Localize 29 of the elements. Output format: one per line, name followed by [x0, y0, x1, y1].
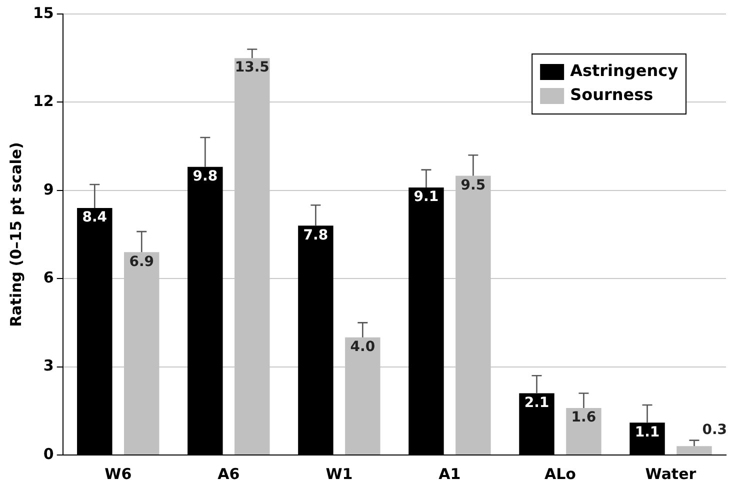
data-label: 0.3 — [702, 422, 728, 438]
data-label: 1.6 — [571, 410, 596, 426]
data-label: 9.1 — [414, 189, 439, 206]
data-label: 9.5 — [460, 177, 486, 194]
data-label: 9.8 — [192, 168, 218, 185]
x-tick-label: W1 — [326, 464, 353, 483]
data-label: 1.1 — [634, 424, 660, 440]
data-label: 4.0 — [350, 339, 376, 356]
x-tick-label: Water — [645, 464, 697, 483]
legend-label: Astringency — [570, 61, 679, 80]
data-label: 2.1 — [524, 394, 550, 411]
x-tick-label: ALo — [544, 464, 576, 483]
x-tick-label: W6 — [104, 464, 132, 483]
y-axis-title: Rating (0–15 pt scale) — [6, 142, 25, 327]
x-tick-label: A6 — [218, 464, 240, 483]
data-label: 8.4 — [82, 210, 108, 226]
y-tick-label: 6 — [43, 268, 54, 286]
y-tick-label: 3 — [43, 356, 54, 375]
y-tick-label: 15 — [33, 4, 54, 22]
y-tick-label: 0 — [43, 444, 54, 463]
data-label: 6.9 — [129, 254, 154, 270]
y-tick-label: 9 — [43, 180, 54, 198]
x-tick-label: A1 — [438, 464, 461, 483]
bar — [676, 446, 712, 454]
legend-label: Sourness — [570, 85, 654, 104]
data-label: 7.8 — [303, 227, 328, 244]
bar — [566, 408, 602, 454]
y-tick-label: 12 — [33, 92, 54, 110]
data-label: 13.5 — [234, 60, 270, 76]
